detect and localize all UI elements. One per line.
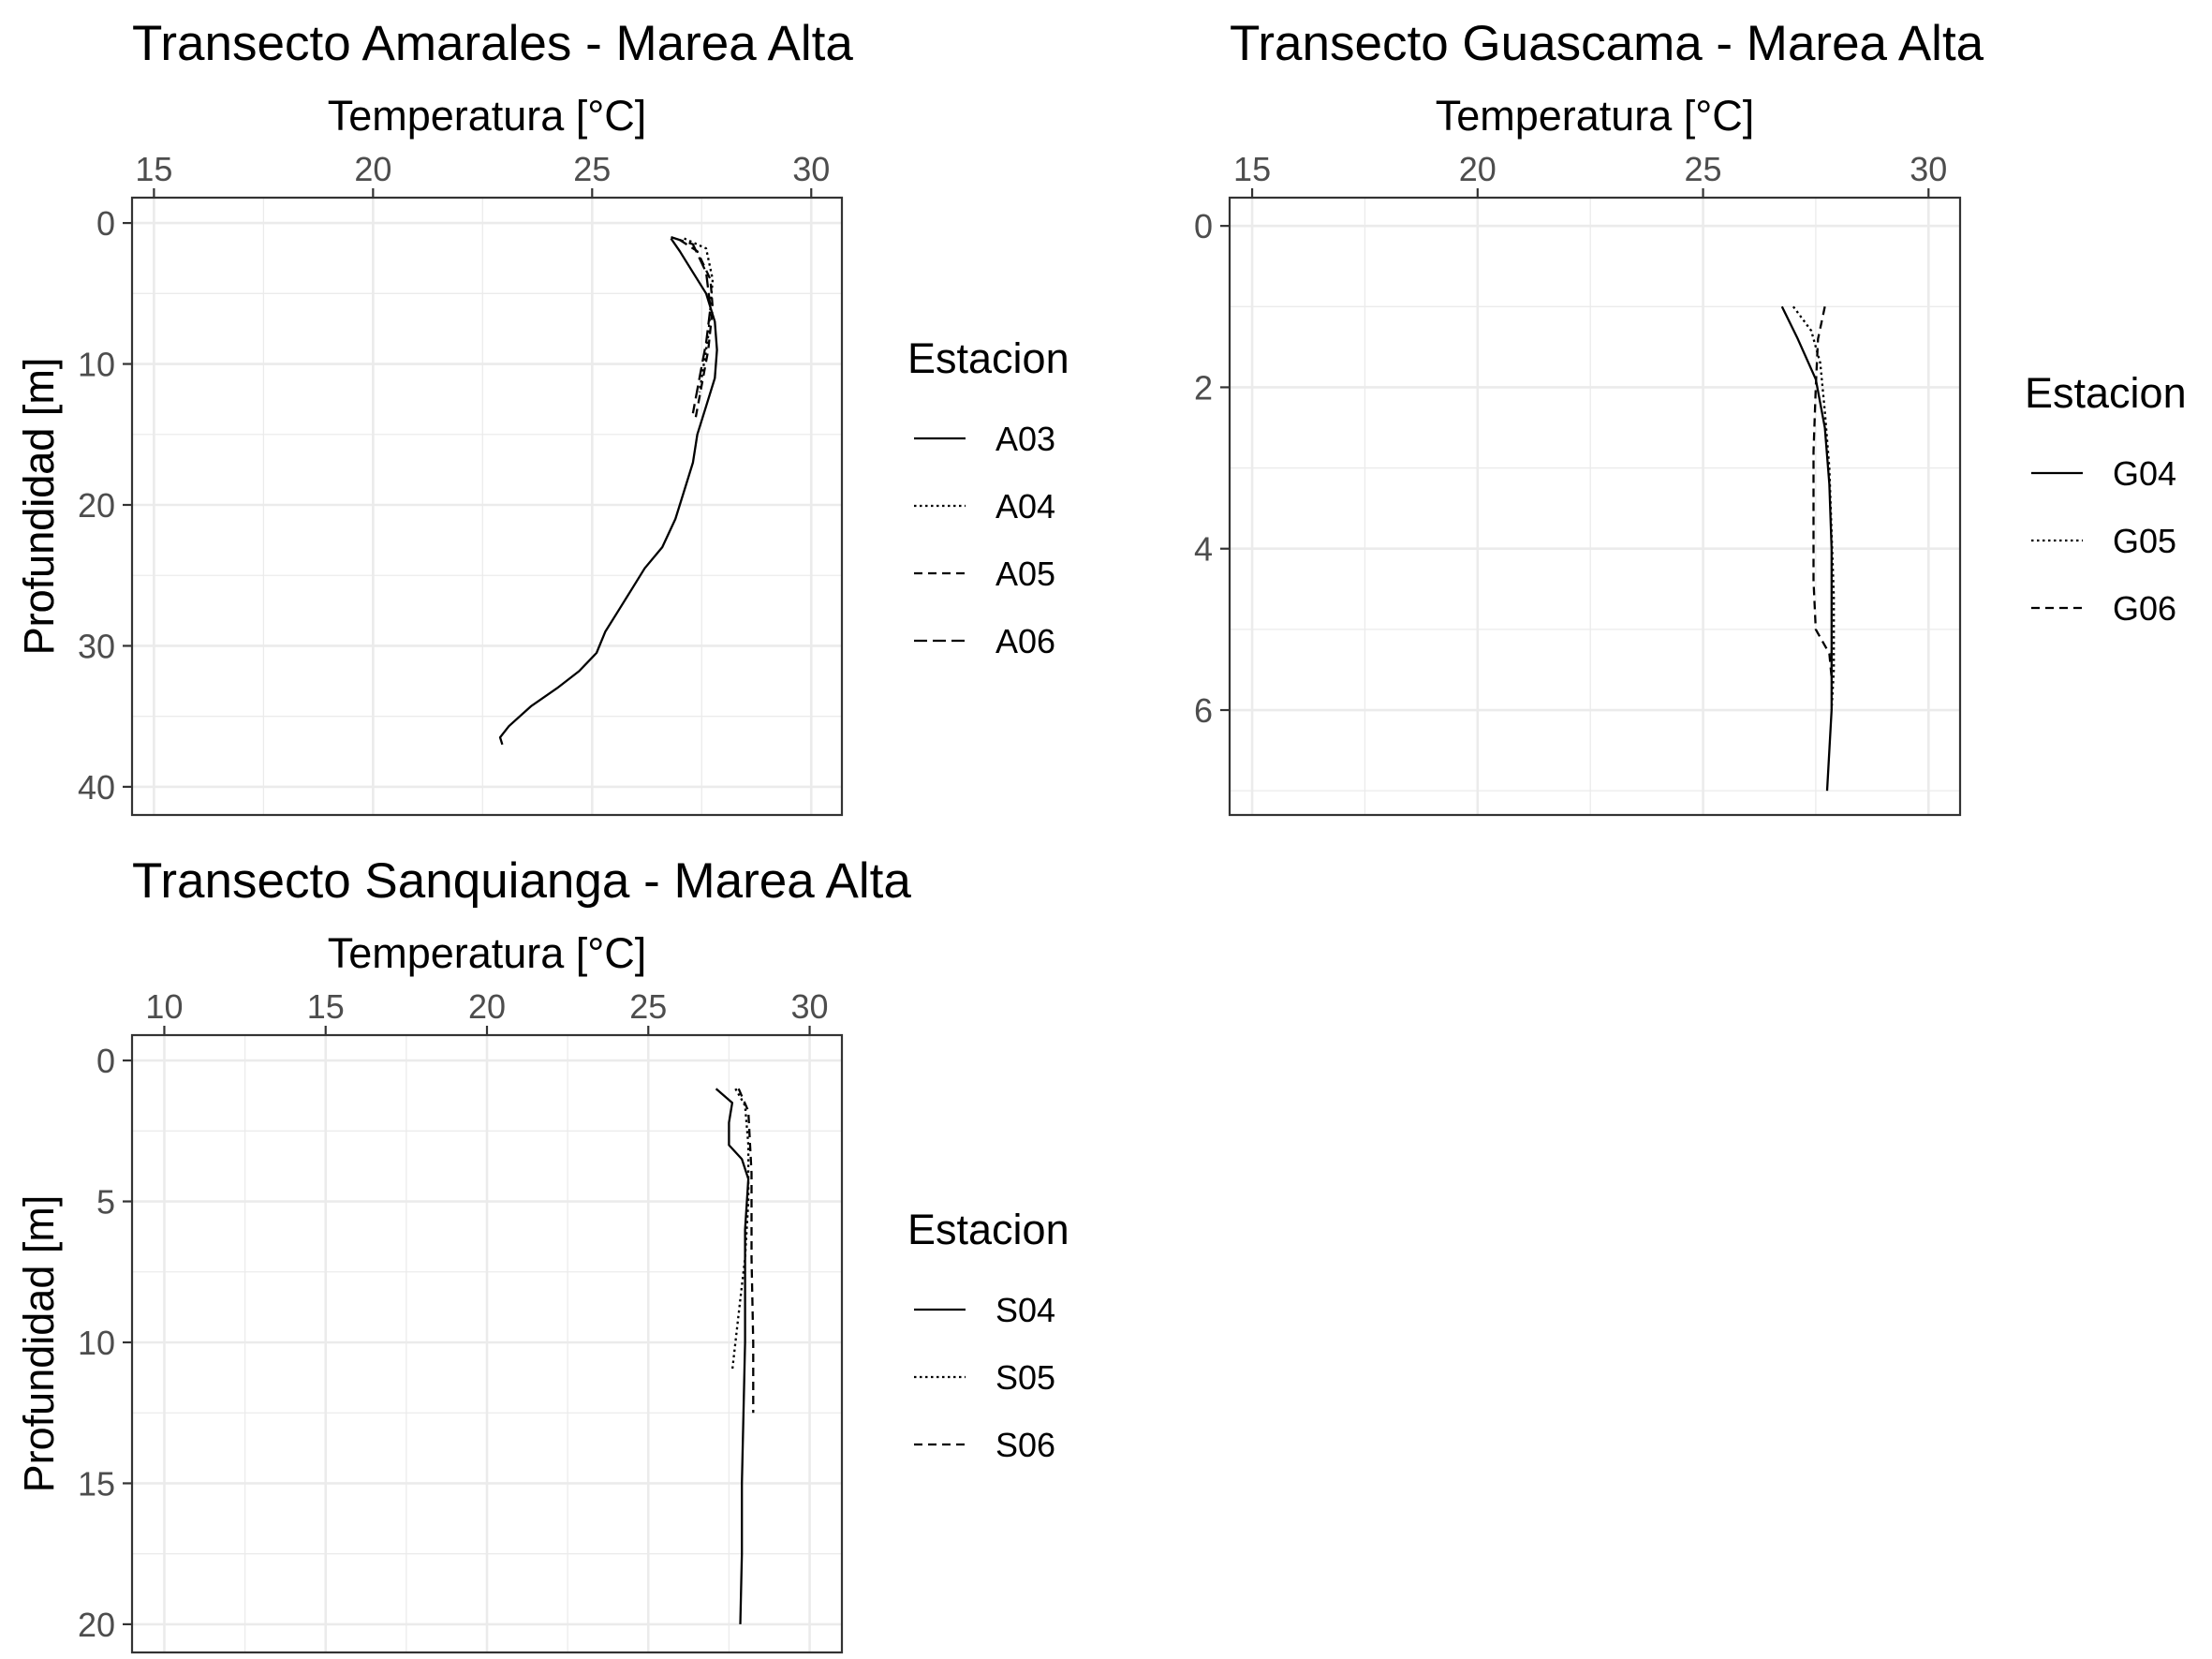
y-tick-label: 0: [1194, 207, 1213, 245]
legend-label: A03: [995, 420, 1055, 458]
chart-panel-1: 15 20 25 30 0 2 4 6 Transecto Guascama - Marea A…: [15, 16, 2187, 817]
x-tick-label: 25: [1685, 150, 1722, 188]
series-line-a03: [498, 237, 718, 746]
series-line-g05: [1792, 305, 1836, 711]
x-tick-label: 15: [135, 150, 172, 188]
x-axis-title: Temperatura [°C]: [328, 929, 647, 977]
y-axis-title: Profundidad [m]: [15, 358, 63, 656]
y-tick-label: 30: [78, 627, 115, 665]
legend: Estacion A03 A04 A05 A06: [907, 334, 1069, 660]
y-tick-label: 40: [78, 768, 115, 807]
legend-label: G06: [2113, 589, 2176, 628]
y-tick-label: 20: [78, 486, 115, 525]
legend: Estacion S04 S05 S06: [907, 1206, 1069, 1464]
x-axis-title: Temperatura [°C]: [1436, 92, 1755, 140]
x-tick-label: 20: [1459, 150, 1497, 188]
legend: Estacion G04 G05 G06: [2025, 369, 2187, 628]
legend-label: G04: [2113, 454, 2176, 493]
chart-title: Transecto Sanquianga - Marea Alta: [132, 853, 911, 909]
y-tick-label: 15: [78, 1464, 115, 1503]
x-tick-label: 30: [1910, 150, 1947, 188]
series-line-s04: [715, 1088, 750, 1624]
panel-border: [1228, 196, 1962, 817]
legend-label: A04: [995, 487, 1055, 526]
series-line-g04: [1780, 305, 1833, 792]
panel-border: [130, 196, 844, 817]
y-tick-label: 0: [96, 204, 115, 243]
y-axis-title: Profundidad [m]: [15, 358, 63, 656]
chart-panel-0: 15 20 25 30 0 10 20 30 40 Transecto Amarales - Ma…: [15, 16, 1069, 817]
x-axis-title: Temperatura [°C]: [328, 92, 647, 140]
series-line-a04: [684, 237, 715, 393]
x-tick-label: 25: [629, 987, 667, 1026]
legend-label: A05: [995, 555, 1055, 593]
chart-title: Transecto Guascama - Marea Alta: [1230, 16, 1984, 71]
series-line-g06: [1812, 306, 1833, 678]
x-tick-label: 20: [354, 150, 391, 188]
x-tick-label: 30: [792, 150, 830, 188]
y-axis-title: Profundidad [m]: [15, 1195, 63, 1493]
chart-panel-2: 10 15 20 25 30 0 5 10 15 20 Transecto Sanquianga -…: [15, 853, 1069, 1654]
series-line-a06: [671, 236, 712, 414]
x-tick-label: 25: [573, 150, 611, 188]
legend-label: S05: [995, 1358, 1055, 1397]
chart-title: Transecto Amarales - Marea Alta: [132, 16, 853, 71]
legend-title: Estacion: [907, 1206, 1069, 1253]
y-tick-label: 20: [78, 1606, 115, 1644]
y-tick-label: 4: [1194, 530, 1213, 569]
legend-label: S04: [995, 1291, 1055, 1329]
legend-label: G05: [2113, 522, 2176, 560]
y-tick-label: 2: [1194, 368, 1213, 407]
y-tick-label: 10: [78, 346, 115, 384]
x-tick-label: 20: [468, 987, 506, 1026]
series-line-s06: [737, 1088, 755, 1414]
legend-label: A06: [995, 622, 1055, 660]
y-tick-label: 6: [1194, 691, 1213, 730]
x-tick-label: 30: [791, 987, 829, 1026]
x-tick-label: 15: [1233, 150, 1271, 188]
legend-title: Estacion: [2025, 369, 2187, 417]
y-tick-label: 10: [78, 1324, 115, 1362]
legend-label: S06: [995, 1426, 1055, 1464]
x-tick-label: 10: [145, 987, 183, 1026]
y-tick-label: 0: [96, 1042, 115, 1080]
x-tick-label: 15: [307, 987, 345, 1026]
y-tick-label: 5: [96, 1183, 115, 1222]
legend-title: Estacion: [907, 334, 1069, 382]
